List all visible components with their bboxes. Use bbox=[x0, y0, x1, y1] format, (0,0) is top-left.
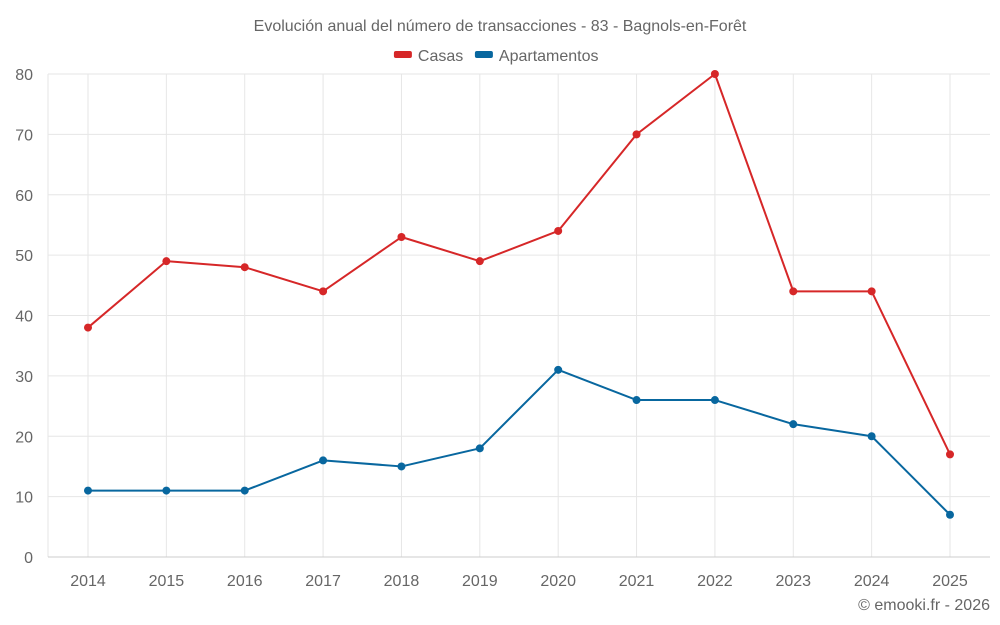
y-tick-label: 40 bbox=[15, 309, 33, 326]
data-point-apartamentos bbox=[319, 456, 328, 465]
data-point-apartamentos bbox=[946, 510, 954, 519]
data-point-apartamentos bbox=[554, 365, 563, 374]
data-point-casas bbox=[632, 130, 641, 139]
legend-label-casas: Casas bbox=[418, 48, 463, 65]
legend-swatch-casas bbox=[393, 51, 412, 58]
y-gridlines bbox=[48, 73, 990, 498]
y-tick-label: 0 bbox=[24, 550, 33, 567]
y-tick-label: 70 bbox=[15, 127, 33, 144]
data-point-apartamentos bbox=[789, 420, 798, 429]
y-axis-ticks: 0 10 20 30 40 50 60 70 80 bbox=[15, 67, 33, 567]
y-tick-label: 60 bbox=[15, 188, 33, 205]
x-tick-label: 2019 bbox=[462, 573, 498, 590]
data-point-casas bbox=[475, 257, 484, 266]
y-tick-label: 80 bbox=[15, 67, 33, 84]
data-point-apartamentos bbox=[475, 444, 484, 453]
x-tick-label: 2016 bbox=[227, 573, 263, 590]
data-point-casas bbox=[867, 287, 876, 296]
data-point-casas bbox=[554, 226, 563, 235]
data-point-casas bbox=[710, 70, 719, 78]
data-point-apartamentos bbox=[84, 486, 92, 495]
data-point-apartamentos bbox=[632, 396, 641, 405]
x-tick-label: 2025 bbox=[932, 573, 968, 590]
x-tick-label: 2020 bbox=[540, 573, 576, 590]
legend-label-apartamentos: Apartamentos bbox=[499, 48, 599, 65]
data-point-casas bbox=[789, 287, 798, 296]
credit-text: © emooki.fr - 2026 bbox=[858, 597, 990, 614]
series-line-apartamentos bbox=[88, 368, 951, 516]
y-tick-label: 50 bbox=[15, 248, 33, 265]
legend: Casas Apartamentos bbox=[393, 48, 599, 65]
y-tick-label: 20 bbox=[15, 429, 33, 446]
data-point-casas bbox=[84, 323, 92, 332]
chart-title: Evolución anual del número de transaccio… bbox=[254, 18, 747, 35]
x-tick-label: 2014 bbox=[70, 573, 106, 590]
x-tick-label: 2017 bbox=[305, 573, 341, 590]
x-axis-ticks: 2014 2015 2016 2017 2018 2019 2020 2021 2022 2023… bbox=[70, 573, 968, 590]
data-point-apartamentos bbox=[162, 486, 171, 495]
data-point-apartamentos bbox=[710, 396, 719, 405]
data-point-apartamentos bbox=[240, 486, 249, 495]
legend-swatch-apartamentos bbox=[474, 51, 493, 58]
x-tick-label: 2023 bbox=[775, 573, 811, 590]
series-line-casas bbox=[87, 73, 951, 455]
data-point-casas bbox=[319, 287, 328, 296]
data-point-apartamentos bbox=[867, 432, 876, 441]
x-tick-label: 2021 bbox=[619, 573, 655, 590]
y-tick-label: 10 bbox=[15, 490, 33, 507]
x-gridlines bbox=[47, 74, 951, 557]
data-point-casas bbox=[162, 257, 171, 266]
x-tick-label: 2024 bbox=[854, 573, 890, 590]
x-tick-label: 2022 bbox=[697, 573, 733, 590]
y-tick-label: 30 bbox=[15, 369, 33, 386]
x-tick-label: 2018 bbox=[384, 573, 420, 590]
data-point-casas bbox=[946, 450, 954, 459]
data-point-casas bbox=[397, 233, 406, 242]
x-tick-label: 2015 bbox=[149, 573, 185, 590]
series-group bbox=[84, 70, 954, 519]
data-point-casas bbox=[240, 263, 249, 272]
data-point-apartamentos bbox=[397, 462, 406, 471]
